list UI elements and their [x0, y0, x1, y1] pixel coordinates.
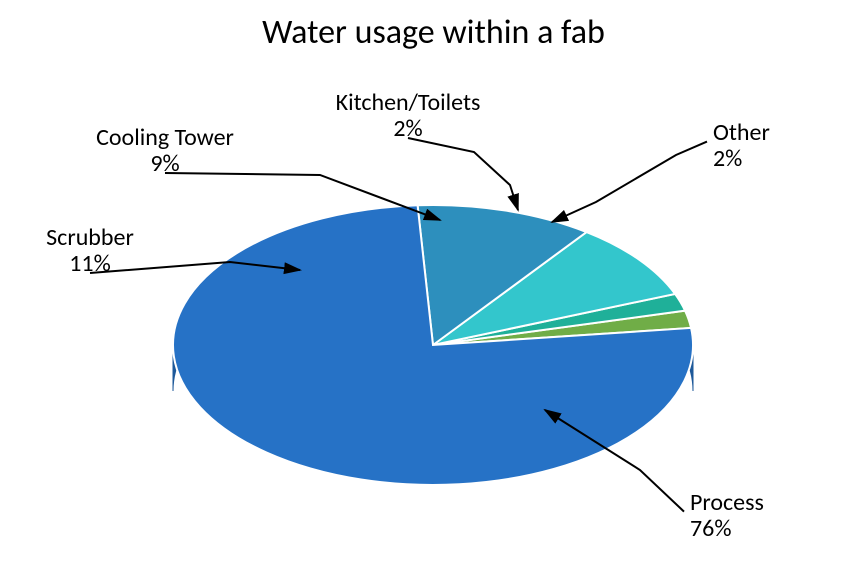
pie-chart-svg [0, 0, 867, 566]
label-process: Process 76% [690, 490, 764, 543]
label-other: Other 2% [713, 120, 770, 173]
leader-kitchen-toilets [408, 138, 518, 210]
chart-stage: Water usage within a fab Other 2% Kitchen… [0, 0, 867, 566]
chart-title: Water usage within a fab [0, 12, 867, 53]
label-scrubber: Scrubber 11% [0, 225, 210, 278]
label-kitchen-toilets: Kitchen/Toilets 2% [288, 90, 528, 143]
pie-tops [173, 205, 693, 485]
leader-other [552, 142, 707, 222]
label-cooling-tower: Cooling Tower 9% [45, 125, 285, 178]
